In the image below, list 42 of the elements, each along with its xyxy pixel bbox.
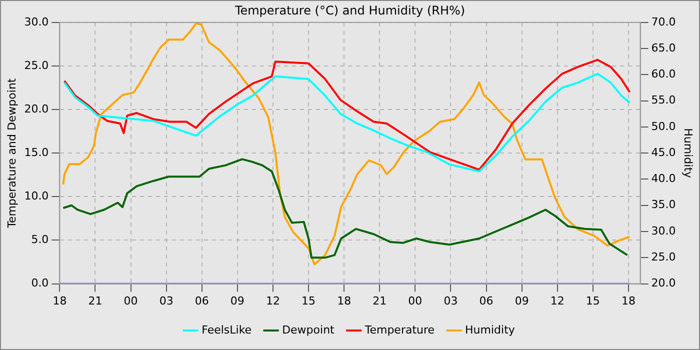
x-tick-label: 15 bbox=[586, 294, 600, 308]
x-tick-label: 06 bbox=[479, 294, 494, 308]
legend-label: Dewpoint bbox=[282, 323, 336, 336]
x-tick-label: 09 bbox=[230, 294, 244, 308]
x-tick-label: 03 bbox=[159, 294, 174, 308]
chart-title: Temperature (°C) and Humidity (RH%) bbox=[234, 3, 466, 18]
x-tick-label: 09 bbox=[514, 294, 529, 308]
y-tick-label: 20.0 bbox=[24, 102, 49, 116]
x-tick-label: 06 bbox=[194, 294, 209, 308]
y-axis-title: Temperature and Dewpoint bbox=[5, 78, 18, 229]
y-tick-label: 15.0 bbox=[24, 146, 49, 159]
x-tick-label: 18 bbox=[52, 294, 67, 308]
x-tick-label: 03 bbox=[444, 294, 458, 308]
y2-tick-label: 40.0 bbox=[651, 172, 676, 186]
legend-label: Temperature bbox=[364, 323, 435, 336]
y2-axis-title: Humidity bbox=[682, 128, 695, 179]
y2-tick-label: 50.0 bbox=[651, 120, 676, 133]
x-tick-label: 18 bbox=[621, 294, 636, 308]
y2-tick-label: 55.0 bbox=[651, 94, 676, 107]
y2-tick-label: 60.0 bbox=[651, 68, 676, 81]
y2-tick-label: 45.0 bbox=[651, 146, 676, 159]
x-tick-label: 15 bbox=[302, 294, 316, 308]
y-tick-label: 25.0 bbox=[24, 58, 49, 72]
x-tick-label: 18 bbox=[337, 294, 352, 308]
legend-label: FeelsLike bbox=[202, 323, 252, 336]
y2-tick-label: 25.0 bbox=[651, 250, 676, 264]
x-tick-label: 21 bbox=[372, 294, 387, 308]
x-tick-label: 12 bbox=[266, 294, 280, 308]
y-tick-label: 5.0 bbox=[31, 233, 49, 246]
x-tick-label: 21 bbox=[88, 294, 102, 308]
x-tick-label: 00 bbox=[124, 294, 138, 308]
x-tick-label: 12 bbox=[550, 294, 564, 308]
legend-label: Humidity bbox=[465, 323, 516, 336]
y-tick-label: 10.0 bbox=[24, 190, 49, 203]
x-tick-label: 00 bbox=[408, 294, 422, 308]
y2-tick-label: 70.0 bbox=[651, 15, 676, 28]
y2-tick-label: 35.0 bbox=[651, 198, 676, 212]
y2-tick-label: 20.0 bbox=[651, 276, 676, 290]
y-tick-label: 30.0 bbox=[24, 15, 49, 28]
y2-tick-label: 30.0 bbox=[651, 224, 676, 238]
y-tick-label: 0.0 bbox=[31, 276, 49, 290]
y2-tick-label: 65.0 bbox=[651, 41, 676, 54]
